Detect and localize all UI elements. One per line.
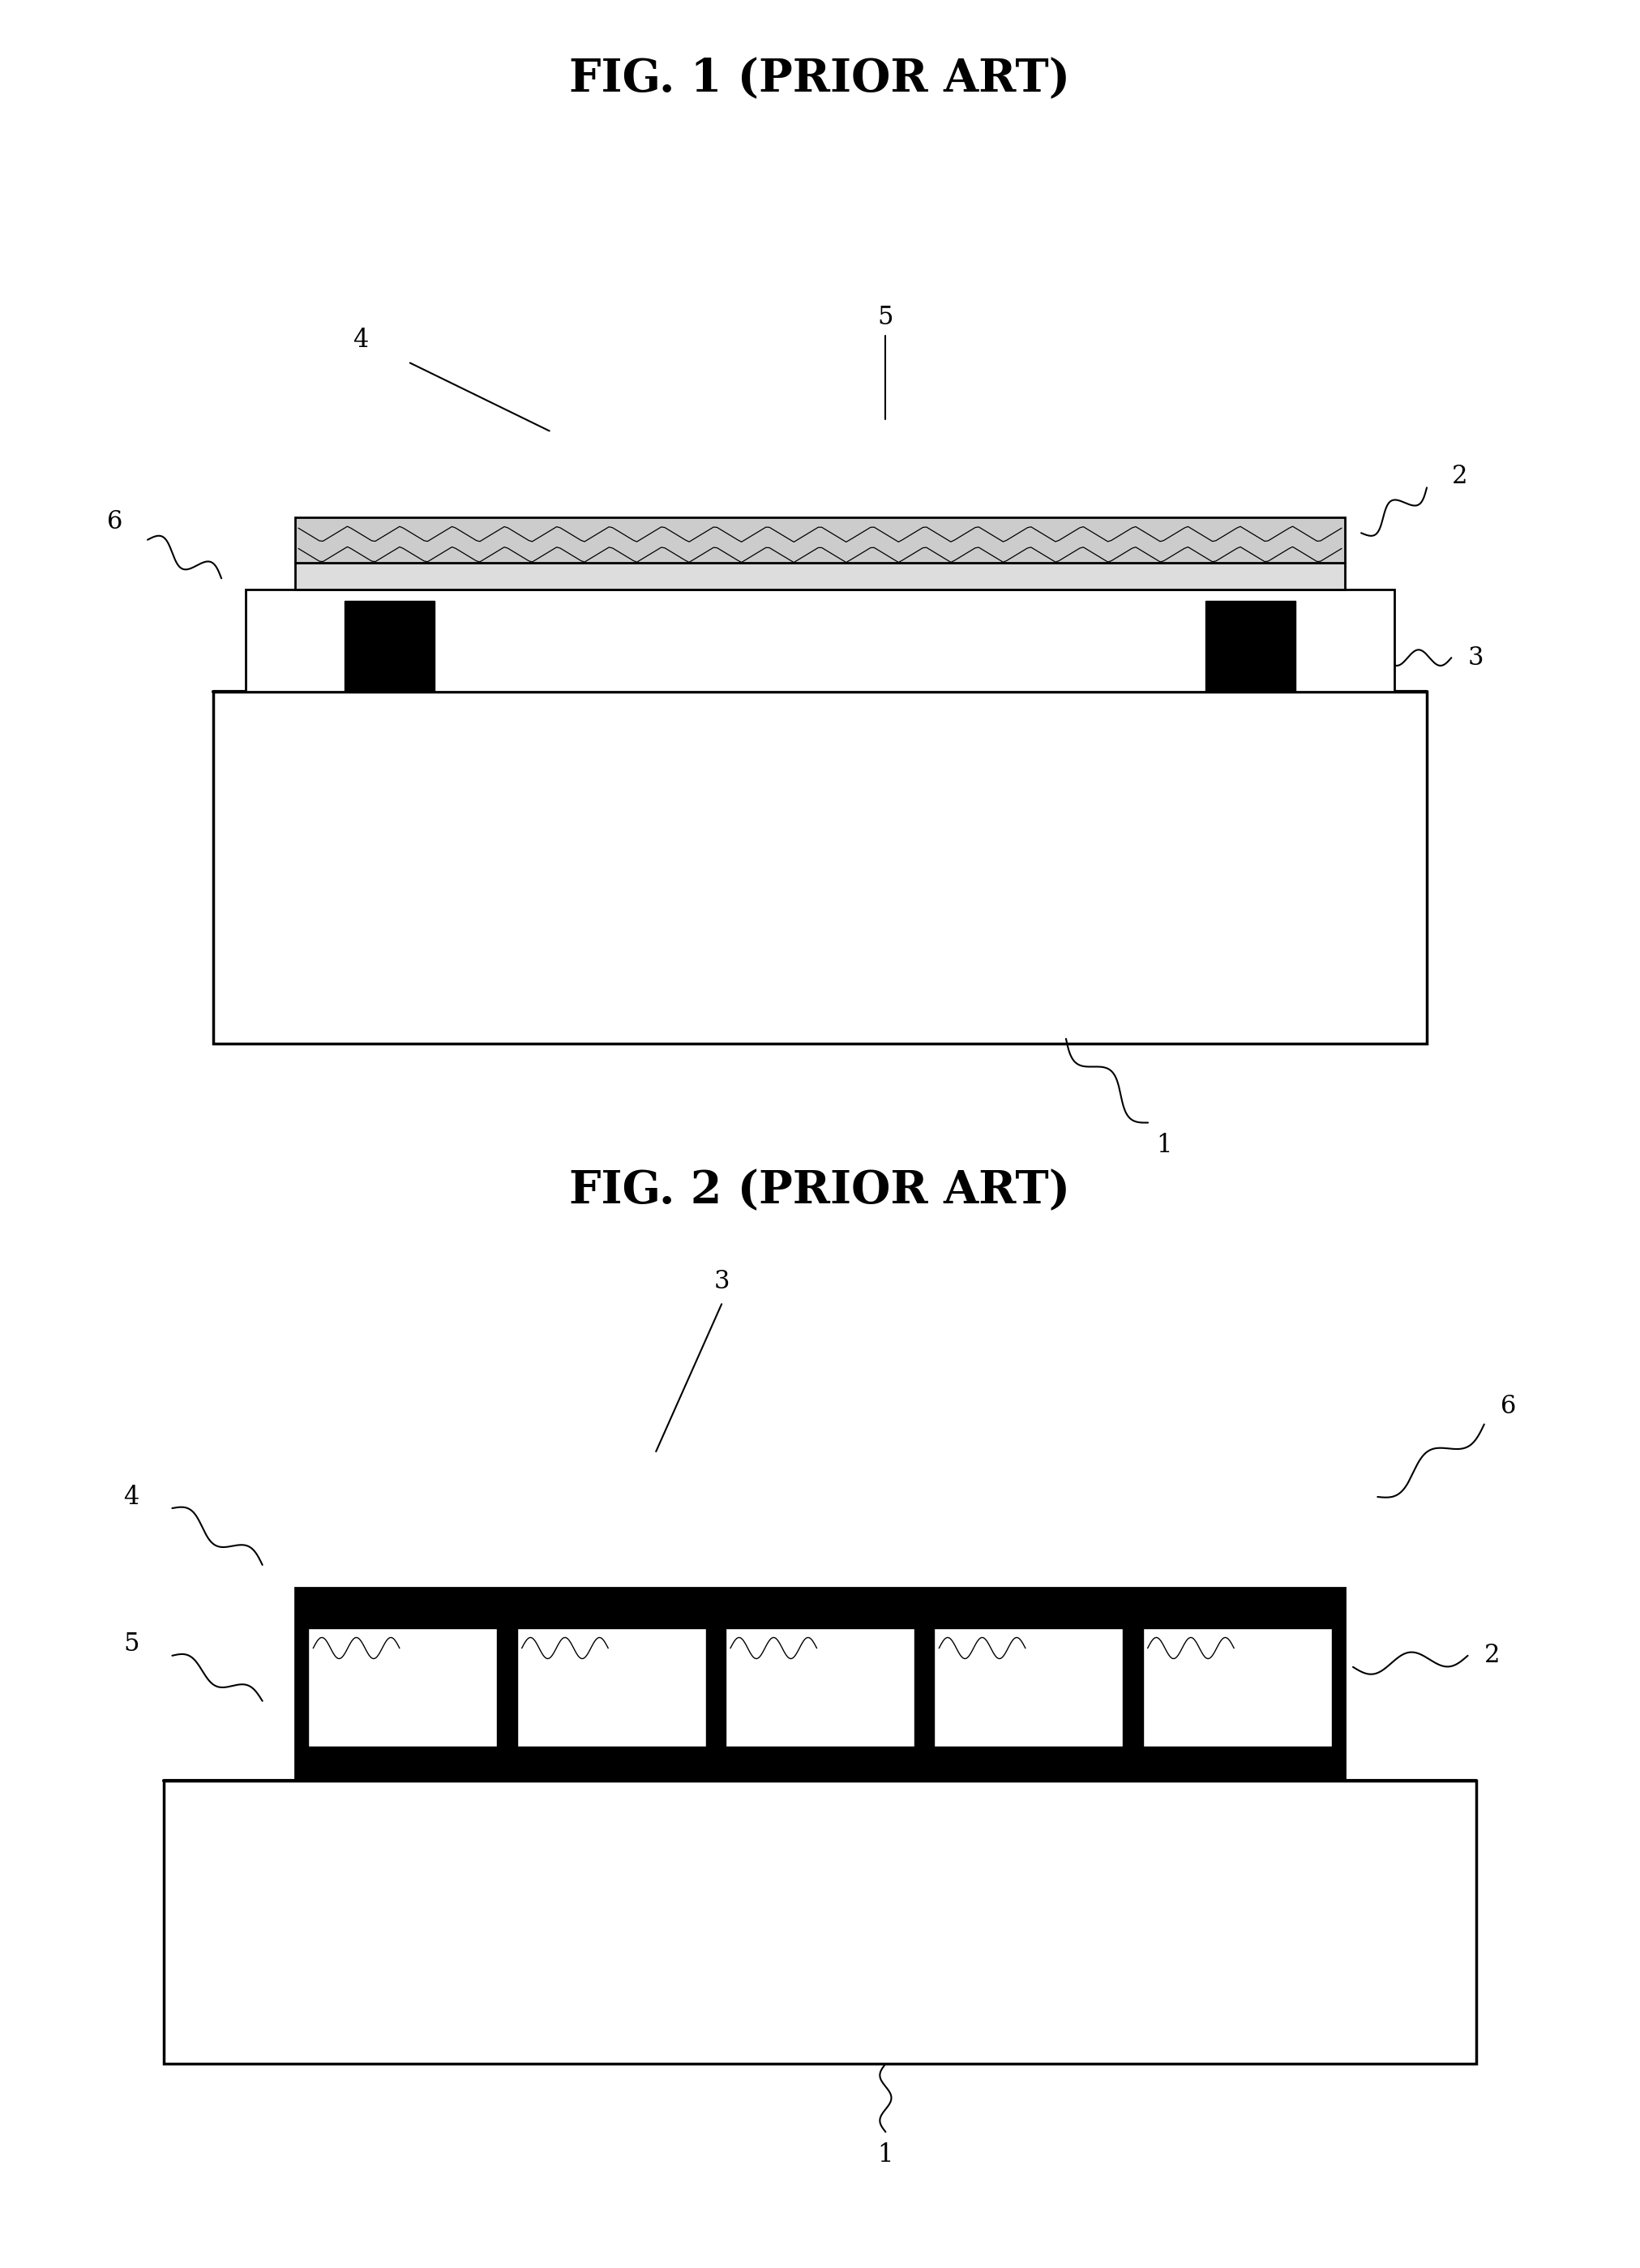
Bar bbox=[705, 1628, 725, 1746]
Bar bbox=[915, 1628, 935, 1746]
Bar bbox=[935, 1628, 1123, 1746]
Text: 1: 1 bbox=[1156, 1132, 1173, 1159]
Text: 6: 6 bbox=[107, 508, 123, 535]
Bar bbox=[308, 1628, 497, 1746]
Bar bbox=[213, 692, 1427, 1043]
Text: 5: 5 bbox=[877, 304, 894, 331]
Bar bbox=[295, 517, 1345, 562]
Bar bbox=[1143, 1628, 1332, 1746]
Text: FIG. 2 (PRIOR ART): FIG. 2 (PRIOR ART) bbox=[569, 1168, 1071, 1213]
Bar bbox=[164, 1780, 1476, 2064]
Bar bbox=[725, 1628, 915, 1746]
Bar bbox=[1205, 601, 1296, 692]
Text: 6: 6 bbox=[1501, 1393, 1517, 1420]
Text: 1: 1 bbox=[877, 2141, 894, 2168]
Bar bbox=[344, 601, 435, 692]
Text: 2: 2 bbox=[1484, 1642, 1501, 1669]
Text: 3: 3 bbox=[713, 1268, 730, 1295]
Text: 4: 4 bbox=[353, 327, 369, 354]
Text: 5: 5 bbox=[123, 1631, 139, 1658]
Bar bbox=[1123, 1628, 1143, 1746]
Bar bbox=[295, 1588, 1345, 1780]
Bar bbox=[517, 1628, 705, 1746]
Text: 4: 4 bbox=[123, 1483, 139, 1510]
Bar bbox=[295, 562, 1345, 590]
Text: 3: 3 bbox=[1468, 644, 1484, 671]
Bar bbox=[308, 1628, 1332, 1746]
Text: 2: 2 bbox=[1451, 463, 1468, 490]
Text: FIG. 1 (PRIOR ART): FIG. 1 (PRIOR ART) bbox=[569, 57, 1071, 102]
Bar bbox=[246, 590, 1394, 692]
Bar bbox=[497, 1628, 517, 1746]
